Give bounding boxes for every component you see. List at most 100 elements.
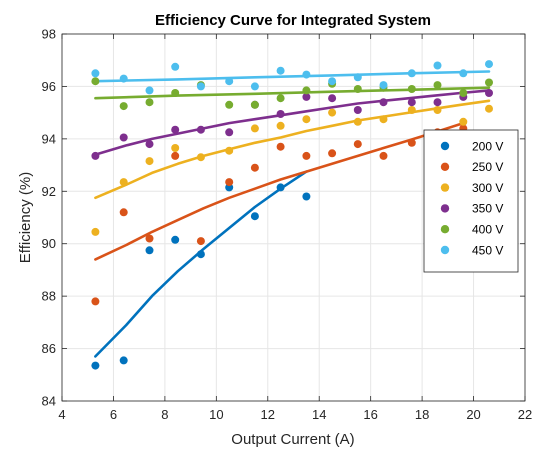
legend-label: 450 V bbox=[472, 243, 503, 257]
y-tick-label: 98 bbox=[42, 27, 56, 42]
data-point-series-4 bbox=[250, 100, 259, 109]
data-point-series-5 bbox=[171, 62, 180, 71]
data-point-series-2 bbox=[171, 144, 180, 152]
x-axis-label: Output Current (A) bbox=[231, 431, 354, 448]
data-point-series-3 bbox=[91, 151, 100, 160]
data-point-series-2 bbox=[353, 117, 362, 126]
axis-ticks: 4 6 8 10 12 14 16 18 20 22 84 86 88 90 92 94 96 98 bbox=[42, 27, 533, 423]
data-point-series-4 bbox=[485, 78, 493, 87]
data-points bbox=[91, 60, 493, 370]
x-tick-label: 20 bbox=[466, 407, 480, 422]
legend-marker bbox=[440, 183, 450, 192]
data-point-series-5 bbox=[276, 66, 285, 75]
data-point-series-5 bbox=[353, 73, 362, 82]
data-point-series-2 bbox=[433, 106, 442, 114]
data-point-series-1 bbox=[302, 151, 311, 160]
y-tick-label: 84 bbox=[42, 394, 56, 409]
data-point-series-4 bbox=[145, 98, 154, 107]
y-tick-label: 88 bbox=[42, 289, 56, 304]
fit-line-series-1 bbox=[94, 121, 465, 261]
data-point-series-0 bbox=[250, 212, 259, 221]
x-tick-label: 6 bbox=[110, 407, 117, 422]
data-point-series-2 bbox=[485, 104, 493, 113]
data-point-series-3 bbox=[171, 125, 180, 134]
x-tick-label: 12 bbox=[261, 407, 275, 422]
y-tick-label: 94 bbox=[42, 131, 56, 146]
data-point-series-2 bbox=[119, 178, 128, 187]
data-point-series-1 bbox=[145, 234, 154, 243]
data-point-series-2 bbox=[145, 157, 154, 166]
data-point-series-1 bbox=[276, 142, 285, 151]
legend-label: 250 V bbox=[472, 160, 503, 174]
data-point-series-4 bbox=[119, 102, 128, 111]
data-point-series-1 bbox=[250, 163, 259, 172]
legend-marker bbox=[440, 225, 450, 234]
y-tick-label: 90 bbox=[42, 236, 56, 251]
legend-marker bbox=[440, 162, 450, 171]
data-point-series-0 bbox=[145, 246, 154, 255]
data-point-series-1 bbox=[171, 151, 180, 160]
data-point-series-2 bbox=[91, 227, 100, 236]
data-point-series-5 bbox=[459, 69, 468, 78]
legend-label: 350 V bbox=[472, 202, 503, 216]
data-point-series-2 bbox=[407, 106, 416, 114]
data-point-series-1 bbox=[119, 208, 128, 217]
legend-label: 300 V bbox=[472, 181, 503, 195]
x-tick-label: 16 bbox=[363, 407, 377, 422]
data-point-series-3 bbox=[328, 94, 337, 103]
data-point-series-0 bbox=[171, 235, 180, 244]
data-point-series-2 bbox=[250, 124, 259, 133]
legend-label: 200 V bbox=[472, 139, 503, 153]
data-point-series-0 bbox=[91, 361, 100, 370]
data-point-series-2 bbox=[379, 115, 388, 124]
fit-lines bbox=[94, 70, 491, 358]
data-point-series-1 bbox=[407, 138, 416, 147]
data-point-series-3 bbox=[485, 89, 493, 97]
y-tick-label: 96 bbox=[42, 79, 56, 94]
x-tick-label: 4 bbox=[58, 407, 65, 422]
data-point-series-1 bbox=[225, 178, 234, 187]
data-point-series-1 bbox=[379, 151, 388, 160]
legend: 200 V 250 V 300 V 350 V 400 V 450 V bbox=[423, 129, 519, 273]
legend-label: 400 V bbox=[472, 223, 503, 237]
data-point-series-3 bbox=[119, 133, 128, 142]
fit-line-series-4 bbox=[94, 86, 491, 100]
data-point-series-5 bbox=[379, 81, 388, 90]
plot-area-frame bbox=[61, 33, 526, 402]
data-point-series-3 bbox=[407, 98, 416, 107]
data-point-series-5 bbox=[485, 60, 493, 69]
data-point-series-4 bbox=[91, 77, 100, 86]
x-tick-label: 14 bbox=[312, 407, 326, 422]
data-point-series-5 bbox=[328, 77, 337, 86]
data-point-series-2 bbox=[276, 121, 285, 130]
data-point-series-5 bbox=[407, 69, 416, 78]
fit-line-series-3 bbox=[94, 89, 491, 156]
legend-marker bbox=[440, 141, 450, 151]
data-point-series-5 bbox=[91, 69, 100, 78]
data-point-series-4 bbox=[353, 85, 362, 93]
fit-line-series-5 bbox=[94, 70, 491, 83]
data-point-series-4 bbox=[407, 85, 416, 93]
data-point-series-5 bbox=[225, 77, 234, 86]
data-point-series-1 bbox=[196, 237, 205, 246]
data-point-series-2 bbox=[225, 146, 234, 155]
x-tick-label: 8 bbox=[161, 407, 168, 422]
data-point-series-3 bbox=[353, 106, 362, 114]
data-point-series-3 bbox=[276, 110, 285, 118]
data-point-series-2 bbox=[302, 115, 311, 124]
data-point-series-1 bbox=[353, 140, 362, 149]
data-point-series-5 bbox=[433, 61, 442, 70]
data-point-series-5 bbox=[119, 74, 128, 83]
chart-title: Efficiency Curve for Integrated System bbox=[155, 12, 431, 29]
legend-box bbox=[423, 129, 519, 273]
data-point-series-3 bbox=[145, 140, 154, 149]
data-point-series-4 bbox=[433, 81, 442, 90]
data-point-series-4 bbox=[276, 94, 285, 103]
data-point-series-0 bbox=[276, 183, 285, 192]
data-point-series-3 bbox=[433, 98, 442, 107]
data-point-series-0 bbox=[196, 250, 205, 259]
data-point-series-2 bbox=[196, 153, 205, 162]
data-point-series-5 bbox=[145, 86, 154, 95]
data-point-series-2 bbox=[459, 117, 468, 126]
